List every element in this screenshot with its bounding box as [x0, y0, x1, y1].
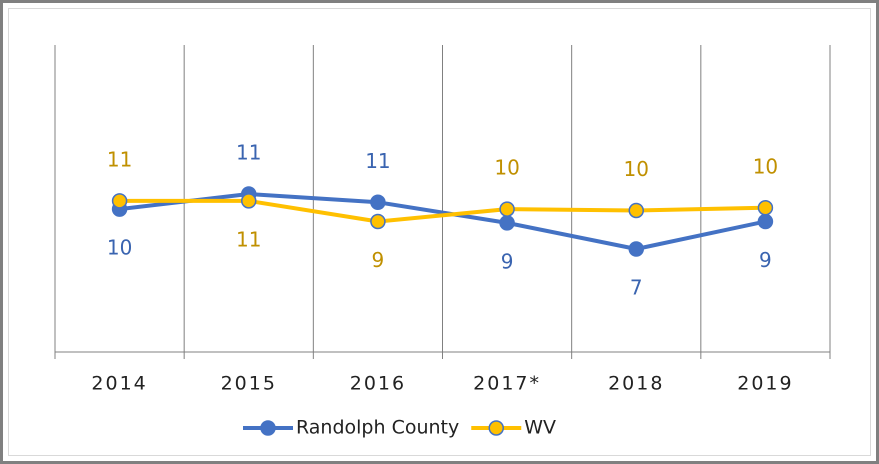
legend-label: Randolph County: [296, 417, 459, 439]
data-label: 11: [236, 141, 261, 165]
x-tick-label: 2014: [91, 373, 147, 395]
data-label: 10: [107, 236, 132, 260]
data-point: [241, 193, 257, 209]
data-label: 11: [107, 147, 132, 171]
series-line: [119, 192, 766, 251]
data-label: 9: [372, 248, 385, 272]
data-point: [111, 193, 128, 209]
data-label: 9: [501, 249, 514, 273]
data-point: [757, 200, 774, 216]
x-tick-label: 2016: [350, 373, 406, 395]
x-tick-label: 2019: [737, 373, 793, 395]
data-label: 11: [236, 227, 261, 251]
series-line: [119, 198, 766, 224]
data-point: [499, 201, 515, 217]
x-tick-label: 2017*: [473, 373, 541, 395]
data-point: [370, 213, 386, 230]
data-point: [370, 194, 386, 210]
data-label: 7: [630, 276, 643, 300]
legend-marker: [488, 420, 504, 436]
data-label: 10: [753, 154, 778, 178]
x-tick-label: 2015: [221, 373, 277, 395]
data-label: 10: [494, 156, 519, 180]
x-tick-label: 2018: [608, 373, 664, 395]
data-point: [628, 202, 644, 219]
data-point: [499, 215, 515, 231]
data-point: [757, 213, 774, 230]
data-point: [628, 241, 644, 257]
legend-label: WV: [524, 417, 556, 439]
data-label: 10: [624, 157, 649, 181]
data-label: 9: [759, 248, 772, 272]
legend-marker: [260, 420, 276, 436]
data-label: 11: [365, 149, 390, 173]
inner-frame: [8, 8, 871, 456]
